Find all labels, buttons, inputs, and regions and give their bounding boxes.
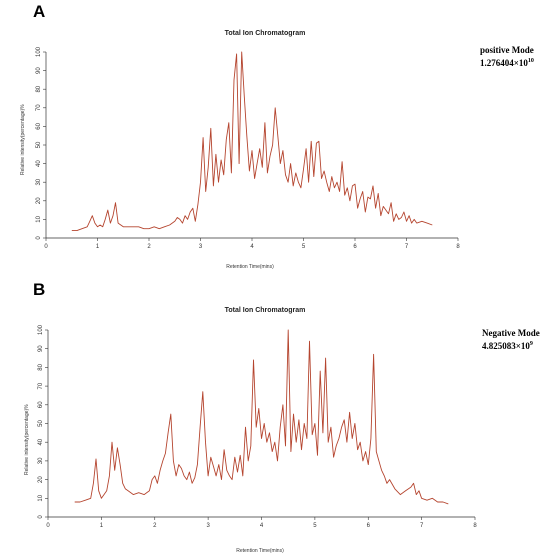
x-tick-label: 0 xyxy=(46,523,50,529)
y-tick-label: 60 xyxy=(36,122,42,129)
total-intensity-base: 1.276404×10 xyxy=(480,58,528,68)
y-tick-label: 0 xyxy=(36,236,42,240)
y-tick-label: 60 xyxy=(38,401,44,408)
x-tick-label: 4 xyxy=(260,523,264,529)
y-tick-label: 30 xyxy=(36,178,42,185)
y-tick-label: 70 xyxy=(38,382,44,389)
y-tick-label: 80 xyxy=(36,85,42,92)
x-axis-label: Retention Time(mins) xyxy=(236,548,284,554)
x-tick-label: 8 xyxy=(456,244,460,250)
x-tick-label: 4 xyxy=(250,244,254,250)
y-tick-label: 10 xyxy=(36,215,42,222)
x-tick-label: 5 xyxy=(313,523,317,529)
mode-name: positive Mode xyxy=(480,45,534,55)
y-tick-label: 80 xyxy=(38,363,44,370)
chromatogram-line xyxy=(71,51,433,232)
y-tick-label: 40 xyxy=(36,160,42,167)
x-tick-label: 0 xyxy=(44,244,48,250)
x-tick-label: 2 xyxy=(147,244,151,250)
x-tick-label: 3 xyxy=(199,244,203,250)
total-intensity: 1.276404×1010 xyxy=(480,56,534,69)
total-intensity: 4.825083×109 xyxy=(482,339,540,352)
x-tick-label: 7 xyxy=(420,523,424,529)
y-tick-label: 10 xyxy=(38,494,44,501)
chart-panel-a: A Total Ion Chromatogram positive Mode 1… xyxy=(20,2,534,270)
chart-panel-b: B Total Ion Chromatogram Negative Mode 4… xyxy=(0,280,550,560)
y-tick-label: 40 xyxy=(38,438,44,445)
mode-annotation: positive Mode 1.276404×1010 xyxy=(480,45,534,69)
y-tick-label: 90 xyxy=(38,345,44,352)
panel-label: A xyxy=(33,2,46,21)
y-tick-label: 70 xyxy=(36,104,42,111)
x-tick-label: 1 xyxy=(100,523,104,529)
y-tick-label: 20 xyxy=(38,476,44,483)
x-axis-label: Retention Time(mins) xyxy=(226,264,274,270)
chart-title: Total Ion Chromatogram xyxy=(224,307,306,314)
y-tick-label: 50 xyxy=(38,420,44,427)
total-intensity-base: 4.825083×10 xyxy=(482,341,530,351)
x-tick-label: 7 xyxy=(405,244,409,250)
total-intensity-exponent: 10 xyxy=(527,58,534,64)
mode-annotation: Negative Mode 4.825083×109 xyxy=(482,328,540,352)
y-tick-label: 100 xyxy=(36,46,42,57)
chart-title: Total Ion Chromatogram xyxy=(224,30,306,37)
mode-name: Negative Mode xyxy=(482,328,540,338)
x-tick-label: 5 xyxy=(302,244,306,250)
y-tick-label: 50 xyxy=(36,141,42,148)
x-tick-label: 2 xyxy=(153,523,157,529)
panel-label: B xyxy=(33,280,46,299)
y-tick-label: 20 xyxy=(36,197,42,204)
y-tick-label: 30 xyxy=(38,457,44,464)
y-tick-label: 0 xyxy=(38,515,44,519)
y-tick-label: 90 xyxy=(36,67,42,74)
x-tick-label: 8 xyxy=(473,523,477,529)
total-intensity-exponent: 9 xyxy=(529,341,533,347)
chromatogram-line xyxy=(74,329,449,505)
y-tick-label: 100 xyxy=(38,324,44,335)
x-tick-label: 1 xyxy=(96,244,100,250)
x-tick-label: 6 xyxy=(353,244,357,250)
x-tick-label: 3 xyxy=(206,523,210,529)
x-tick-label: 6 xyxy=(367,523,371,529)
